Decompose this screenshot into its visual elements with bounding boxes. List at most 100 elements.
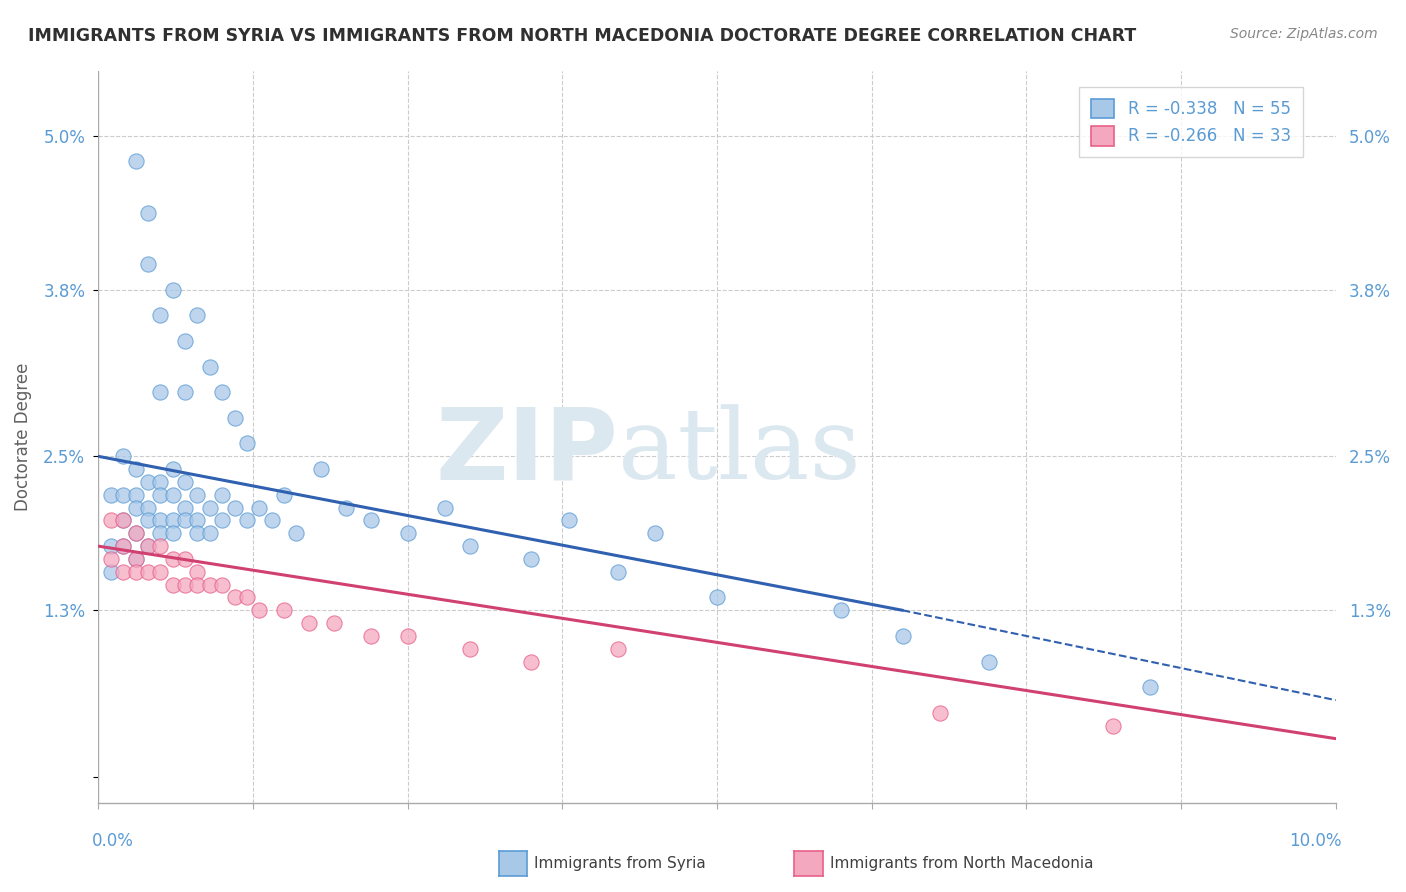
Point bbox=[211, 514, 233, 528]
Point bbox=[174, 552, 197, 566]
Point bbox=[149, 514, 172, 528]
Point bbox=[928, 706, 950, 720]
Point bbox=[360, 514, 382, 528]
Point bbox=[124, 565, 146, 579]
Point bbox=[322, 616, 344, 631]
Point bbox=[335, 500, 357, 515]
Point bbox=[706, 591, 728, 605]
Point bbox=[124, 552, 146, 566]
Point bbox=[236, 514, 259, 528]
Point bbox=[112, 514, 135, 528]
Text: atlas: atlas bbox=[619, 404, 860, 500]
Point bbox=[186, 526, 208, 541]
Point bbox=[247, 603, 270, 617]
Point bbox=[112, 450, 135, 464]
Point bbox=[198, 500, 221, 515]
Point bbox=[162, 552, 184, 566]
Text: IMMIGRANTS FROM SYRIA VS IMMIGRANTS FROM NORTH MACEDONIA DOCTORATE DEGREE CORREL: IMMIGRANTS FROM SYRIA VS IMMIGRANTS FROM… bbox=[28, 27, 1136, 45]
Point bbox=[309, 462, 332, 476]
Point bbox=[186, 488, 208, 502]
Point bbox=[136, 514, 159, 528]
Point bbox=[273, 603, 295, 617]
Point bbox=[260, 514, 283, 528]
Point bbox=[236, 436, 259, 450]
Point bbox=[149, 475, 172, 489]
Point bbox=[458, 539, 481, 553]
Point bbox=[112, 565, 135, 579]
Point bbox=[174, 577, 197, 591]
Point bbox=[149, 565, 172, 579]
Point bbox=[224, 410, 246, 425]
Point bbox=[124, 500, 146, 515]
Point bbox=[162, 462, 184, 476]
Legend: R = -0.338   N = 55, R = -0.266   N = 33: R = -0.338 N = 55, R = -0.266 N = 33 bbox=[1080, 87, 1302, 157]
Point bbox=[520, 655, 543, 669]
Point bbox=[433, 500, 456, 515]
Point bbox=[162, 488, 184, 502]
Point bbox=[100, 565, 122, 579]
Point bbox=[247, 500, 270, 515]
Point bbox=[198, 526, 221, 541]
Point bbox=[124, 526, 146, 541]
Point bbox=[124, 154, 146, 169]
Point bbox=[100, 552, 122, 566]
Point bbox=[396, 629, 419, 643]
Point bbox=[162, 514, 184, 528]
Point bbox=[174, 500, 197, 515]
Point bbox=[149, 488, 172, 502]
Point bbox=[149, 539, 172, 553]
Point bbox=[224, 591, 246, 605]
Point bbox=[136, 565, 159, 579]
Text: Source: ZipAtlas.com: Source: ZipAtlas.com bbox=[1230, 27, 1378, 41]
Point bbox=[211, 488, 233, 502]
Point bbox=[136, 475, 159, 489]
Point bbox=[149, 385, 172, 400]
Point bbox=[186, 565, 208, 579]
Point bbox=[136, 257, 159, 271]
Point bbox=[112, 539, 135, 553]
Point bbox=[211, 577, 233, 591]
Point bbox=[124, 526, 146, 541]
Y-axis label: Doctorate Degree: Doctorate Degree bbox=[14, 363, 32, 511]
Point bbox=[979, 655, 1001, 669]
Point bbox=[112, 539, 135, 553]
Point bbox=[830, 603, 852, 617]
Point bbox=[174, 334, 197, 348]
Point bbox=[174, 475, 197, 489]
Point bbox=[186, 514, 208, 528]
Point bbox=[285, 526, 308, 541]
Point bbox=[112, 488, 135, 502]
Point bbox=[224, 500, 246, 515]
Point bbox=[211, 385, 233, 400]
Point bbox=[298, 616, 321, 631]
Point bbox=[198, 577, 221, 591]
Text: 0.0%: 0.0% bbox=[93, 832, 134, 850]
Point bbox=[136, 500, 159, 515]
Point bbox=[136, 205, 159, 219]
Point bbox=[557, 514, 579, 528]
Point bbox=[396, 526, 419, 541]
Point bbox=[198, 359, 221, 374]
Point bbox=[1139, 681, 1161, 695]
Point bbox=[174, 514, 197, 528]
Point bbox=[162, 283, 184, 297]
Point bbox=[186, 308, 208, 322]
Point bbox=[136, 539, 159, 553]
Point bbox=[124, 488, 146, 502]
Point bbox=[100, 514, 122, 528]
Point bbox=[607, 565, 630, 579]
Point bbox=[360, 629, 382, 643]
Point bbox=[520, 552, 543, 566]
Point bbox=[162, 577, 184, 591]
Point bbox=[174, 385, 197, 400]
Point bbox=[136, 539, 159, 553]
Point bbox=[149, 308, 172, 322]
Text: 10.0%: 10.0% bbox=[1289, 832, 1341, 850]
Text: Immigrants from North Macedonia: Immigrants from North Macedonia bbox=[830, 856, 1092, 871]
Point bbox=[236, 591, 259, 605]
Point bbox=[100, 539, 122, 553]
Point bbox=[607, 641, 630, 656]
Point bbox=[458, 641, 481, 656]
Point bbox=[124, 462, 146, 476]
Point bbox=[186, 577, 208, 591]
